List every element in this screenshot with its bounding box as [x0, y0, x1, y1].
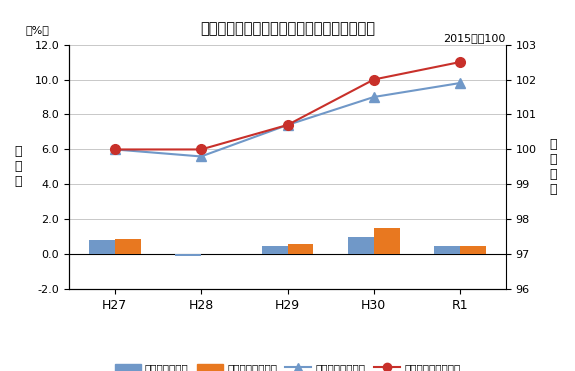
Bar	[434, 246, 460, 255]
総合指数（鳥取市）	[284, 123, 291, 127]
総合指数（鳥取市）	[457, 60, 463, 64]
総合指数（全国）	[198, 154, 205, 159]
総合指数（全国）	[370, 95, 377, 99]
Line: 総合指数（鳥取市）: 総合指数（鳥取市）	[110, 57, 465, 154]
Y-axis label: 前
年
比: 前 年 比	[14, 145, 22, 188]
総合指数（鳥取市）	[112, 147, 118, 152]
Bar	[460, 246, 486, 255]
Legend: 前年比（全国）, 前年比（鳥取市）, 総合指数（全国）, 総合指数（鳥取市）: 前年比（全国）, 前年比（鳥取市）, 総合指数（全国）, 総合指数（鳥取市）	[110, 359, 465, 371]
総合指数（全国）	[284, 123, 291, 127]
Bar	[262, 246, 288, 255]
Bar	[115, 239, 141, 255]
Y-axis label: 総
合
指
数: 総 合 指 数	[550, 138, 557, 196]
総合指数（鳥取市）	[370, 77, 377, 82]
総合指数（全国）	[457, 81, 463, 85]
総合指数（全国）	[112, 147, 118, 152]
Bar	[175, 255, 201, 256]
Line: 総合指数（全国）: 総合指数（全国）	[110, 78, 465, 161]
Bar	[348, 237, 374, 255]
Text: 2015年＝100: 2015年＝100	[444, 33, 506, 43]
Bar	[374, 228, 400, 255]
Text: （%）: （%）	[25, 25, 49, 35]
Bar	[89, 240, 115, 255]
総合指数（鳥取市）	[198, 147, 205, 152]
Title: 総合指数及び前年比の推移（全国－鳥取市）: 総合指数及び前年比の推移（全国－鳥取市）	[200, 22, 375, 36]
Bar	[288, 244, 313, 255]
